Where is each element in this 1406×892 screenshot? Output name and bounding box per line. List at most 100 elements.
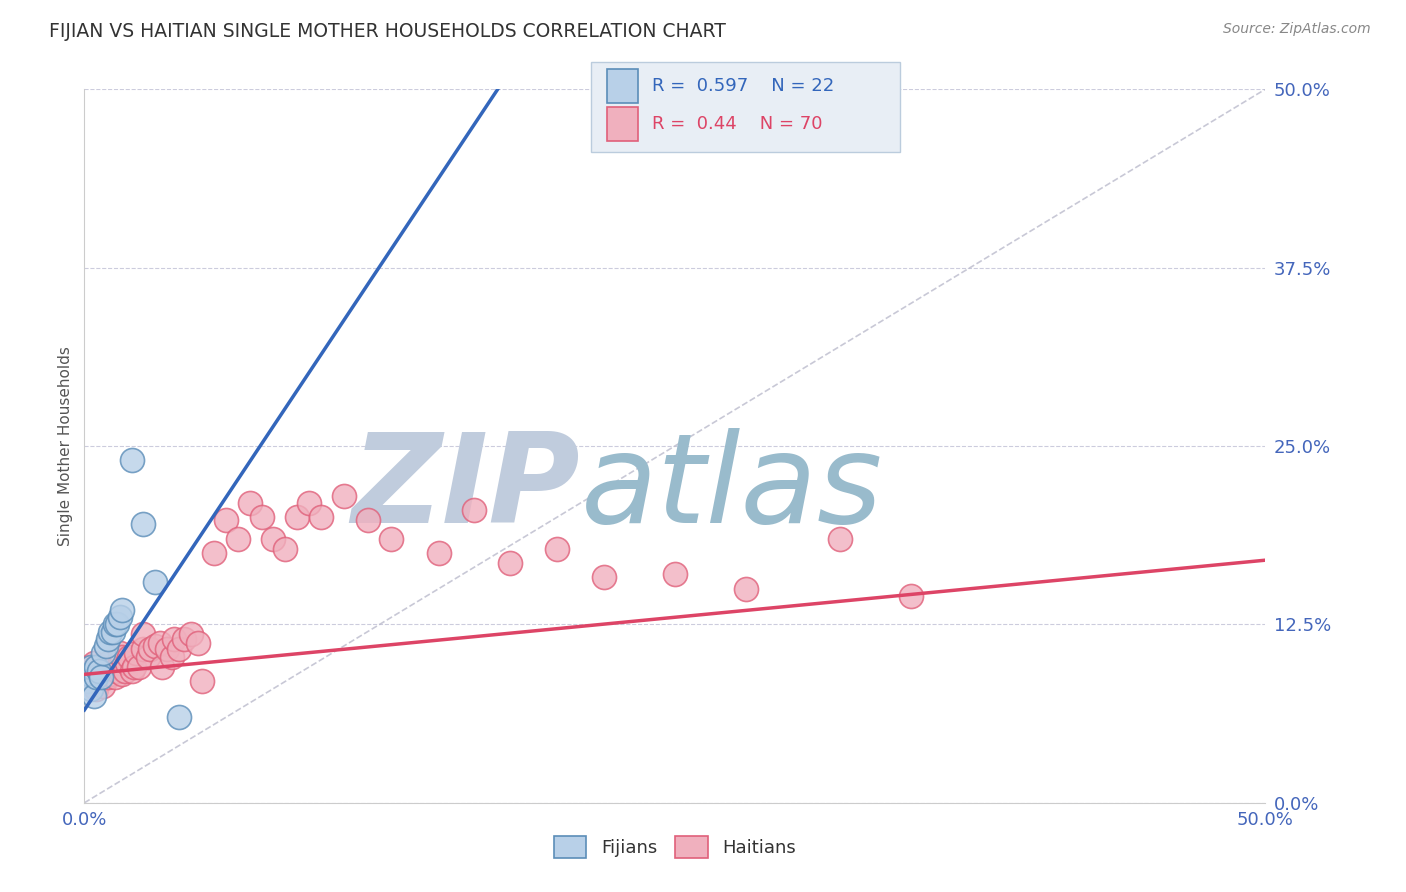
Point [664, 567, 686, 582]
Point [498, 556, 520, 570]
Point [122, 660, 145, 674]
Point [76, 667, 98, 681]
Point [108, 656, 131, 670]
Point [83, 689, 105, 703]
Point [156, 641, 179, 656]
Point [734, 582, 756, 596]
Point [84, 660, 107, 674]
Text: R =  0.44    N = 70: R = 0.44 N = 70 [652, 115, 823, 133]
Point [108, 646, 131, 660]
Point [298, 496, 321, 510]
Point [94, 639, 117, 653]
Point [108, 610, 131, 624]
Point [226, 532, 249, 546]
Point [80, 660, 103, 674]
Point [76, 674, 98, 689]
Point [163, 632, 186, 646]
Point [91, 679, 114, 693]
Point [143, 639, 166, 653]
Point [111, 650, 134, 665]
Point [84, 681, 107, 696]
Point [80, 681, 103, 696]
Point [149, 636, 172, 650]
Point [167, 641, 190, 656]
Point [160, 650, 183, 665]
Point [187, 636, 209, 650]
Point [463, 503, 485, 517]
Text: ZIP: ZIP [352, 428, 581, 549]
Point [121, 453, 143, 467]
Point [830, 532, 852, 546]
Point [357, 513, 380, 527]
Point [132, 641, 155, 656]
Point [80, 674, 103, 689]
Point [202, 546, 225, 560]
Point [77, 674, 100, 689]
Point [91, 646, 114, 660]
Point [97, 656, 120, 670]
Point [84, 670, 107, 684]
Point [83, 679, 105, 693]
Y-axis label: Single Mother Households: Single Mother Households [58, 346, 73, 546]
Point [111, 603, 134, 617]
Point [90, 660, 112, 674]
Point [107, 665, 129, 679]
Point [87, 665, 110, 679]
Point [118, 650, 141, 665]
Point [101, 660, 124, 674]
Point [139, 641, 162, 656]
Point [90, 670, 112, 684]
Point [143, 574, 166, 589]
Point [121, 665, 143, 679]
Text: R =  0.597    N = 22: R = 0.597 N = 22 [652, 77, 835, 95]
Point [427, 546, 450, 560]
Point [239, 496, 262, 510]
Point [262, 532, 284, 546]
Point [80, 665, 103, 679]
Text: atlas: atlas [581, 428, 883, 549]
Point [593, 570, 616, 584]
Point [97, 632, 120, 646]
Point [91, 667, 114, 681]
Point [180, 627, 202, 641]
Point [150, 660, 173, 674]
Point [250, 510, 273, 524]
Point [285, 510, 308, 524]
Point [167, 710, 190, 724]
Point [128, 660, 150, 674]
Point [274, 541, 297, 556]
Point [132, 517, 155, 532]
Point [309, 510, 332, 524]
Point [104, 670, 127, 684]
Point [111, 667, 134, 681]
Point [84, 660, 107, 674]
Point [87, 674, 110, 689]
Point [98, 667, 121, 681]
Point [101, 624, 124, 639]
Text: Source: ZipAtlas.com: Source: ZipAtlas.com [1223, 22, 1371, 37]
Point [900, 589, 922, 603]
Point [87, 665, 110, 679]
Point [104, 617, 127, 632]
Point [546, 541, 568, 556]
Point [191, 674, 214, 689]
Point [115, 656, 138, 670]
Point [380, 532, 402, 546]
Point [90, 670, 112, 684]
Point [136, 650, 159, 665]
Point [333, 489, 356, 503]
Point [77, 667, 100, 681]
Point [77, 660, 100, 674]
Legend: Fijians, Haitians: Fijians, Haitians [547, 829, 803, 865]
Point [94, 665, 117, 679]
Point [98, 624, 121, 639]
Point [215, 513, 238, 527]
Point [132, 627, 155, 641]
Point [83, 656, 105, 670]
Text: FIJIAN VS HAITIAN SINGLE MOTHER HOUSEHOLDS CORRELATION CHART: FIJIAN VS HAITIAN SINGLE MOTHER HOUSEHOL… [49, 22, 725, 41]
Point [173, 632, 195, 646]
Point [125, 646, 148, 660]
Point [97, 670, 120, 684]
Point [114, 665, 136, 679]
Point [107, 617, 129, 632]
